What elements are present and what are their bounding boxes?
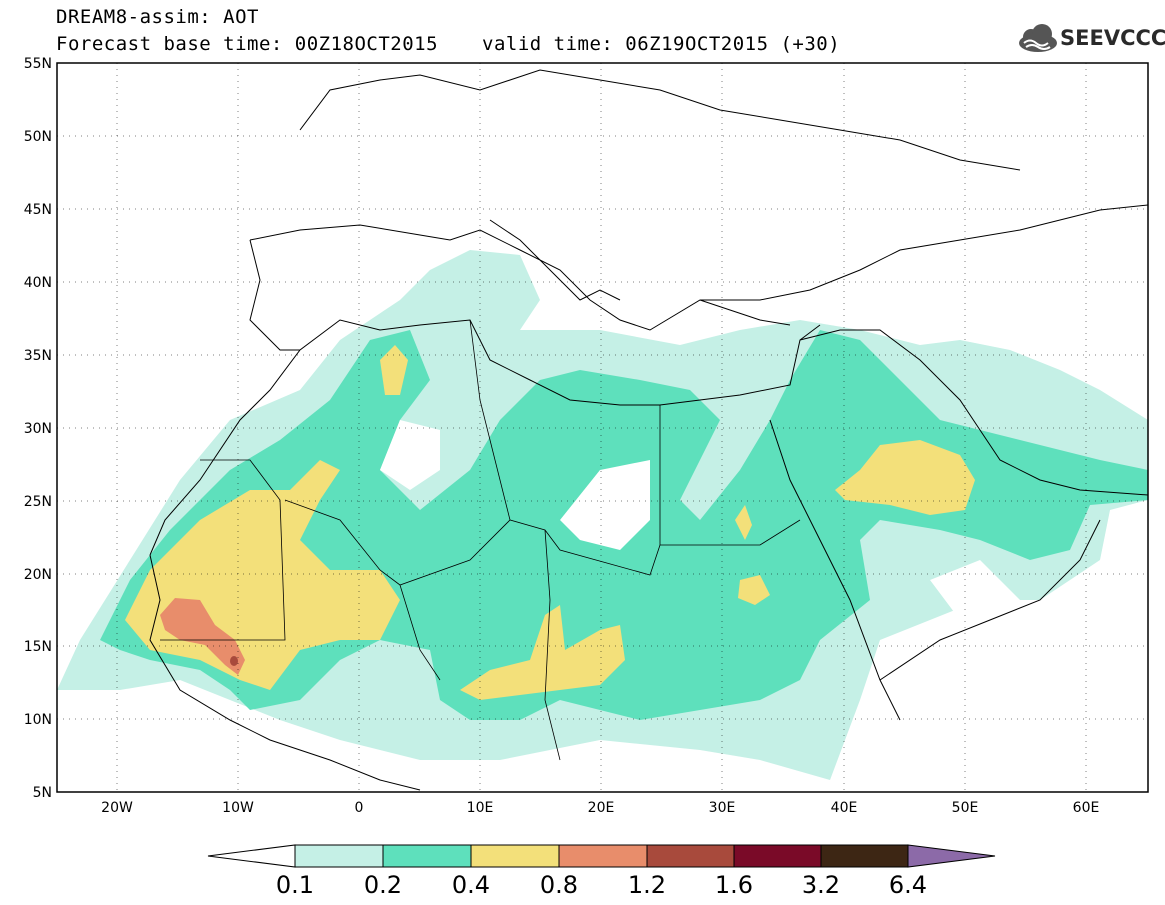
x-tick-label: 60E [1073,800,1100,816]
colorbar-label: 1.2 [628,871,666,899]
aot-level-0.4 [738,575,770,605]
x-tick-label: 0 [355,800,364,816]
forecast-base-time: Forecast base time: 00Z18OCT2015 [56,33,439,55]
colorbar-low-arrow [207,844,296,868]
aot-level-0.8 [160,598,245,675]
colorbar-bin [646,844,735,868]
y-tick-label: 30N [24,421,52,437]
y-tick-label: 35N [24,348,52,364]
y-tick-label: 20N [24,567,52,583]
colorbar-label: 0.1 [276,871,314,899]
y-tick-label: 45N [24,202,52,218]
colorbar-bin [820,844,909,868]
y-tick-label: 15N [24,639,52,655]
y-tick-label: 55N [24,56,52,72]
y-tick-label: 10N [24,712,52,728]
aot-field [57,69,1148,791]
aot-level-0.4 [835,440,975,515]
x-tick-label: 30E [709,800,736,816]
x-tick-label: 40E [831,800,858,816]
x-tick-label: 20W [101,800,133,816]
colorbar-bin [733,844,822,868]
cloud-logo-icon [1019,24,1057,52]
y-tick-label: 40N [24,275,52,291]
x-tick-label: 10E [467,800,494,816]
seevccc-logo: SEEVCCC [1016,22,1165,56]
aot-clear-region [380,420,440,490]
x-axis-labels: 20W 10W 0 10E 20E 30E 40E 50E 60E [101,800,1099,816]
x-tick-label: 10W [222,800,254,816]
y-tick-label: 50N [24,129,52,145]
logo-text: SEEVCCC [1060,26,1165,50]
colorbar [207,844,996,868]
y-tick-label: 25N [24,494,52,510]
colorbar-label: 1.6 [715,871,753,899]
aot-level-1.2 [230,656,238,666]
colorbar-label: 6.4 [889,871,927,899]
y-axis-labels: 55N 50N 45N 40N 35N 30N 25N 20N 15N 10N … [24,56,52,801]
valid-time: valid time: 06Z19OCT2015 (+30) [482,33,841,55]
colorbar-labels: 0.1 0.2 0.4 0.8 1.2 1.6 3.2 6.4 [276,871,927,899]
map-frame [56,62,1149,793]
y-tick-label: 5N [33,785,52,801]
country-borders [160,319,801,761]
x-tick-label: 50E [952,800,979,816]
colorbar-bin [382,844,472,868]
colorbar-label: 0.4 [452,871,490,899]
aot-level-0.4 [380,345,408,395]
aot-clear-region [930,560,1020,620]
coastlines [149,69,1148,791]
colorbar-label: 3.2 [802,871,840,899]
colorbar-bin [558,844,648,868]
colorbar-label: 0.8 [540,871,578,899]
colorbar-high-arrow [907,844,996,868]
aot-clear-region [560,460,650,550]
map-title: DREAM8-assim: AOT [56,6,259,28]
x-tick-label: 20E [588,800,615,816]
colorbar-label: 0.2 [364,871,402,899]
colorbar-bin [470,844,560,868]
aot-level-0.4 [735,505,752,540]
colorbar-bin [294,844,384,868]
aot-level-0.4 [460,605,625,700]
